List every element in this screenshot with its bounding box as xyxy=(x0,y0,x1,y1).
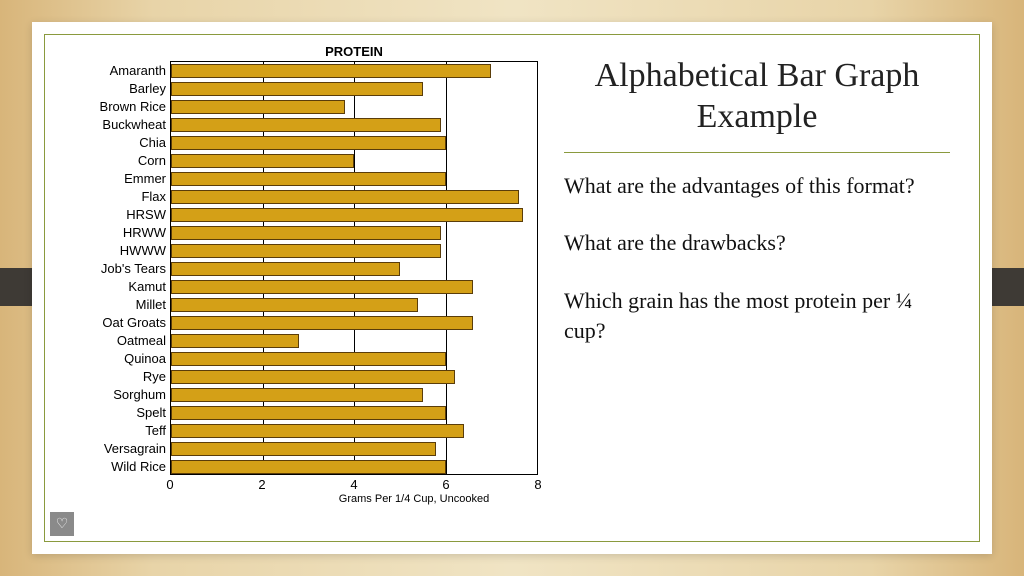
chart-bar xyxy=(171,136,446,150)
chart-title: PROTEIN xyxy=(50,44,538,59)
chart-bar xyxy=(171,298,418,312)
question-3: Which grain has the most protein per ¼ c… xyxy=(564,286,950,345)
chart-y-label: Emmer xyxy=(50,169,170,187)
chart-y-label: Teff xyxy=(50,421,170,439)
chart-y-label: Corn xyxy=(50,151,170,169)
chart-y-label: Millet xyxy=(50,295,170,313)
chart-x-tick: 2 xyxy=(258,477,265,492)
chart-x-tick: 6 xyxy=(442,477,449,492)
chart-bar xyxy=(171,442,436,456)
chart-bar xyxy=(171,334,299,348)
chart-bar xyxy=(171,226,441,240)
chart-bar xyxy=(171,100,345,114)
chart-bar xyxy=(171,406,446,420)
chart-y-label: Flax xyxy=(50,187,170,205)
chart-bar xyxy=(171,82,423,96)
chart-grid-line xyxy=(446,62,447,474)
chart-y-label: Spelt xyxy=(50,403,170,421)
chart-bar xyxy=(171,190,519,204)
chart-y-label: Barley xyxy=(50,79,170,97)
chart-y-label: Kamut xyxy=(50,277,170,295)
chart-y-label: Buckwheat xyxy=(50,115,170,133)
chart-bar xyxy=(171,388,423,402)
chart-y-label: Sorghum xyxy=(50,385,170,403)
chart-y-label: HWWW xyxy=(50,241,170,259)
chart-bar xyxy=(171,460,446,474)
question-2: What are the drawbacks? xyxy=(564,228,950,258)
chart-bar xyxy=(171,424,464,438)
chart-y-label: Versagrain xyxy=(50,439,170,457)
chart-bar xyxy=(171,154,354,168)
text-panel: Alphabetical Bar Graph Example What are … xyxy=(544,34,980,542)
question-1: What are the advantages of this format? xyxy=(564,171,950,201)
chart-y-label: HRWW xyxy=(50,223,170,241)
chart-x-tick: 0 xyxy=(166,477,173,492)
chart-bar xyxy=(171,370,455,384)
chart-x-tick: 4 xyxy=(350,477,357,492)
chart-y-label: Chia xyxy=(50,133,170,151)
chart-bar xyxy=(171,262,400,276)
chart-y-label: Amaranth xyxy=(50,61,170,79)
chart-y-label: HRSW xyxy=(50,205,170,223)
heart-glyph: ♡ xyxy=(56,516,69,533)
chart-y-label: Oatmeal xyxy=(50,331,170,349)
chart-x-axis: 02468 xyxy=(170,475,538,493)
chart-y-label: Wild Rice xyxy=(50,457,170,475)
chart-bar xyxy=(171,316,473,330)
chart-panel: PROTEIN AmaranthBarleyBrown RiceBuckwhea… xyxy=(44,34,544,542)
chart-bar xyxy=(171,280,473,294)
chart-bar xyxy=(171,64,491,78)
heart-icon[interactable]: ♡ xyxy=(50,512,74,536)
chart-y-label: Job's Tears xyxy=(50,259,170,277)
chart-bar xyxy=(171,118,441,132)
chart-y-labels: AmaranthBarleyBrown RiceBuckwheatChiaCor… xyxy=(50,61,170,505)
chart-plot-area xyxy=(170,61,538,475)
chart-bar xyxy=(171,172,446,186)
chart-bar xyxy=(171,244,441,258)
slide-title: Alphabetical Bar Graph Example xyxy=(564,56,950,138)
chart-bar xyxy=(171,208,523,222)
chart-bar xyxy=(171,352,446,366)
chart-x-tick: 8 xyxy=(534,477,541,492)
chart-x-label: Grams Per 1/4 Cup, Uncooked xyxy=(170,493,538,505)
chart-y-label: Brown Rice xyxy=(50,97,170,115)
chart-y-label: Oat Groats xyxy=(50,313,170,331)
chart-y-label: Rye xyxy=(50,367,170,385)
slide-card: PROTEIN AmaranthBarleyBrown RiceBuckwhea… xyxy=(32,22,992,554)
chart-y-label: Quinoa xyxy=(50,349,170,367)
title-rule xyxy=(564,152,950,153)
